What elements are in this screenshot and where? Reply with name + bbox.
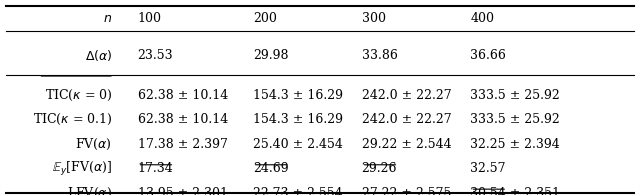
Text: 242.0 ± 22.27: 242.0 ± 22.27 [362, 89, 451, 102]
Text: 29.98: 29.98 [253, 49, 288, 62]
Text: FV($\alpha$): FV($\alpha$) [76, 137, 112, 152]
Text: 24.69: 24.69 [253, 162, 289, 175]
Text: 30.54 ± 2.351: 30.54 ± 2.351 [470, 187, 561, 195]
Text: $n$: $n$ [103, 12, 112, 25]
Text: 100: 100 [138, 12, 161, 25]
Text: 333.5 ± 25.92: 333.5 ± 25.92 [470, 113, 560, 126]
Text: 154.3 ± 16.29: 154.3 ± 16.29 [253, 113, 343, 126]
Text: 17.34: 17.34 [138, 162, 173, 175]
Text: 29.26: 29.26 [362, 162, 397, 175]
Text: 29.22 ± 2.544: 29.22 ± 2.544 [362, 138, 451, 151]
Text: 62.38 ± 10.14: 62.38 ± 10.14 [138, 89, 228, 102]
Text: 32.25 ± 2.394: 32.25 ± 2.394 [470, 138, 560, 151]
Text: 13.95 ± 2.301: 13.95 ± 2.301 [138, 187, 228, 195]
Text: TIC($\kappa$ = 0.1): TIC($\kappa$ = 0.1) [33, 112, 112, 128]
Text: 154.3 ± 16.29: 154.3 ± 16.29 [253, 89, 343, 102]
Text: 200: 200 [253, 12, 276, 25]
Text: 17.38 ± 2.397: 17.38 ± 2.397 [138, 138, 227, 151]
Text: 22.73 ± 2.554: 22.73 ± 2.554 [253, 187, 342, 195]
Text: $\mathbb{E}_y$[FV($\alpha$)]: $\mathbb{E}_y$[FV($\alpha$)] [52, 160, 112, 178]
Text: TIC($\kappa$ = 0): TIC($\kappa$ = 0) [45, 88, 112, 103]
Text: 400: 400 [470, 12, 494, 25]
Text: 33.86: 33.86 [362, 49, 397, 62]
Text: 32.57: 32.57 [470, 162, 506, 175]
Text: $\Delta(\alpha)$: $\Delta(\alpha)$ [84, 48, 112, 63]
Text: 25.40 ± 2.454: 25.40 ± 2.454 [253, 138, 342, 151]
Text: 36.66: 36.66 [470, 49, 506, 62]
Text: LFV($\alpha$): LFV($\alpha$) [67, 185, 112, 195]
Text: 23.53: 23.53 [138, 49, 173, 62]
Text: 242.0 ± 22.27: 242.0 ± 22.27 [362, 113, 451, 126]
Text: 62.38 ± 10.14: 62.38 ± 10.14 [138, 113, 228, 126]
Text: 300: 300 [362, 12, 385, 25]
Text: 333.5 ± 25.92: 333.5 ± 25.92 [470, 89, 560, 102]
Text: 27.22 ± 2.575: 27.22 ± 2.575 [362, 187, 451, 195]
